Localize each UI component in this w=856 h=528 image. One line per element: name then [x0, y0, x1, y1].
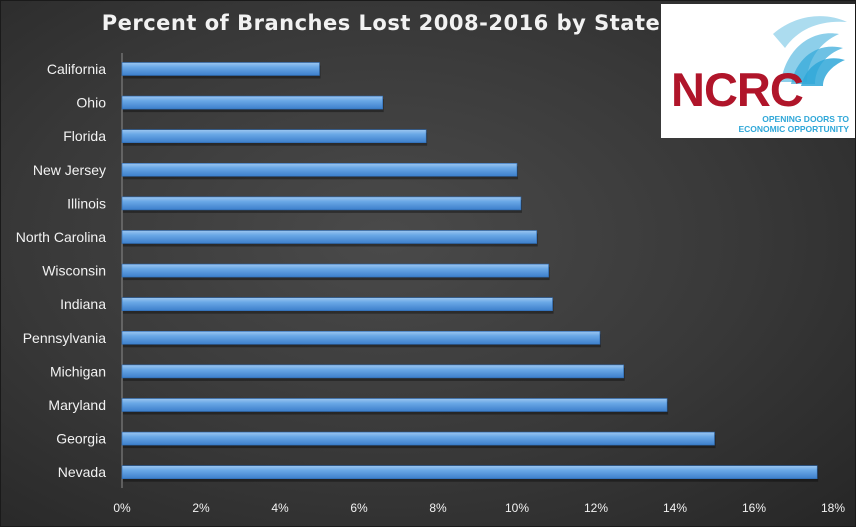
logo-tagline-line-2: ECONOMIC OPPORTUNITY: [738, 124, 849, 134]
x-tick-label: 12%: [584, 501, 608, 515]
category-label: Ohio: [76, 95, 106, 111]
category-label: Maryland: [48, 397, 106, 413]
bar-pennsylvania: [121, 330, 601, 345]
bar-florida: [121, 129, 427, 143]
x-tick-label: 4%: [271, 501, 289, 515]
category-label: New Jersey: [33, 162, 106, 178]
bar-indiana: [121, 297, 553, 312]
x-tick-label: 14%: [663, 501, 687, 515]
bar-nevada: [121, 465, 818, 480]
bar-maryland: [121, 398, 668, 412]
x-tick-label: 16%: [742, 501, 766, 515]
category-label: North Carolina: [16, 229, 106, 245]
category-label: Nevada: [58, 464, 106, 480]
category-label: Pennsylvania: [23, 330, 106, 346]
category-label: Georgia: [56, 431, 106, 447]
logo-wordmark: NCRC: [671, 63, 804, 116]
bar-california: [121, 62, 320, 76]
category-label: Wisconsin: [42, 263, 106, 279]
x-tick-label: 0%: [113, 501, 131, 515]
bar-georgia: [121, 431, 715, 446]
x-tick-label: 18%: [821, 501, 845, 515]
ncrc-logo: NCRC OPENING DOORS TO ECONOMIC OPPORTUNI…: [661, 4, 855, 138]
category-label: Illinois: [67, 195, 106, 211]
x-tick-label: 8%: [429, 501, 447, 515]
bar-new-jersey: [121, 163, 518, 177]
category-label: Florida: [63, 128, 106, 144]
wave-icon: [773, 16, 847, 86]
logo-tagline-line-1: OPENING DOORS TO: [762, 114, 849, 124]
category-label: California: [47, 61, 106, 77]
x-tick-label: 6%: [350, 501, 368, 515]
category-label: Michigan: [50, 363, 106, 379]
x-tick-label: 10%: [505, 501, 529, 515]
category-label: Indiana: [60, 296, 106, 312]
bar-wisconsin: [121, 263, 549, 278]
bar-north-carolina: [121, 230, 538, 244]
bar-illinois: [121, 196, 522, 211]
logo-tagline: OPENING DOORS TO ECONOMIC OPPORTUNITY: [721, 114, 849, 134]
bar-michigan: [121, 364, 624, 379]
bar-ohio: [121, 95, 384, 110]
chart-title: Percent of Branches Lost 2008-2016 by St…: [101, 11, 661, 35]
x-tick-label: 2%: [192, 501, 210, 515]
